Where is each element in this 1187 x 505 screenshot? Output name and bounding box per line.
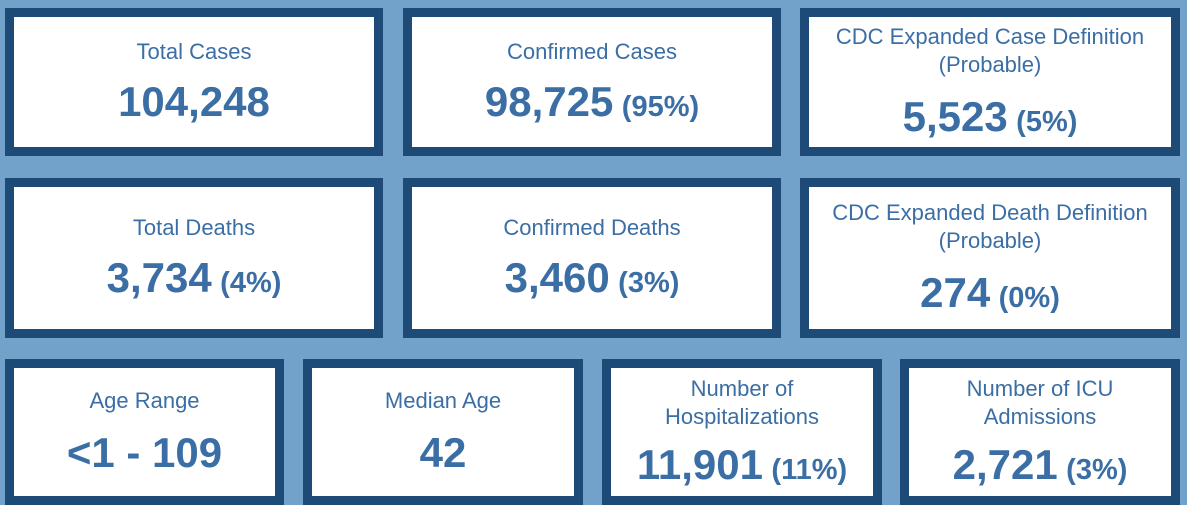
total-deaths-card: Total Deaths 3,734 (4%) — [5, 178, 383, 338]
card-label: Number of Hospitalizations — [664, 376, 820, 429]
card-label: CDC Expanded Case Definition (Probable) — [835, 24, 1145, 77]
card-value: 2,721 — [952, 441, 1058, 488]
card-value-row: 5,523 (5%) — [903, 93, 1078, 141]
card-value-row: 98,725 (95%) — [485, 78, 699, 126]
card-value: 104,248 — [118, 78, 270, 125]
card-label: Age Range — [89, 388, 200, 413]
card-percent: (0%) — [998, 282, 1060, 314]
card-percent: (3%) — [1066, 454, 1128, 486]
card-value-row: 3,460 (3%) — [505, 254, 680, 302]
card-label: Confirmed Cases — [507, 39, 677, 64]
card-value-row: 11,901 (11%) — [637, 441, 847, 489]
card-value: 98,725 — [484, 78, 614, 125]
card-value-row: 42 — [420, 429, 467, 477]
card-value-row: 274 (0%) — [920, 269, 1060, 317]
card-value: 42 — [419, 429, 467, 476]
card-percent: (4%) — [220, 267, 282, 299]
card-value-row: 2,721 (3%) — [953, 441, 1128, 489]
total-cases-card: Total Cases 104,248 — [5, 8, 383, 156]
card-label: CDC Expanded Death Definition (Probable) — [832, 200, 1148, 253]
card-label: Confirmed Deaths — [503, 215, 681, 240]
age-range-card: Age Range <1 - 109 — [5, 359, 284, 505]
card-percent: (3%) — [618, 267, 680, 299]
probable-deaths-card: CDC Expanded Death Definition (Probable)… — [800, 178, 1180, 338]
card-percent: (95%) — [621, 91, 700, 123]
icu-admissions-card: Number of ICU Admissions 2,721 (3%) — [900, 359, 1180, 505]
card-value: 3,460 — [504, 254, 610, 301]
card-value-row: 3,734 (4%) — [107, 254, 282, 302]
median-age-card: Median Age 42 — [303, 359, 583, 505]
confirmed-cases-card: Confirmed Cases 98,725 (95%) — [403, 8, 781, 156]
card-value-row: 104,248 — [118, 78, 270, 126]
card-value: 3,734 — [106, 254, 212, 301]
confirmed-deaths-card: Confirmed Deaths 3,460 (3%) — [403, 178, 781, 338]
card-label: Total Cases — [136, 39, 252, 64]
card-percent: (11%) — [771, 454, 848, 486]
card-value-row: <1 - 109 — [67, 429, 222, 477]
card-label: Number of ICU Admissions — [966, 376, 1114, 429]
card-value: 274 — [920, 269, 991, 316]
card-value: 11,901 — [636, 441, 763, 488]
card-label: Total Deaths — [132, 215, 256, 240]
card-label: Median Age — [384, 388, 502, 413]
card-value: 5,523 — [902, 93, 1008, 140]
probable-cases-card: CDC Expanded Case Definition (Probable) … — [800, 8, 1180, 156]
card-percent: (5%) — [1016, 106, 1078, 138]
hospitalizations-card: Number of Hospitalizations 11,901 (11%) — [602, 359, 882, 505]
card-value: <1 - 109 — [66, 429, 223, 476]
